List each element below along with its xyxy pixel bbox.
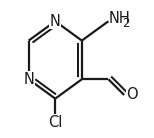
Text: NH: NH: [108, 11, 130, 26]
Text: 2: 2: [122, 17, 130, 30]
Text: Cl: Cl: [48, 115, 62, 130]
Text: O: O: [127, 87, 138, 103]
Text: N: N: [50, 14, 61, 29]
Text: N: N: [23, 72, 34, 87]
